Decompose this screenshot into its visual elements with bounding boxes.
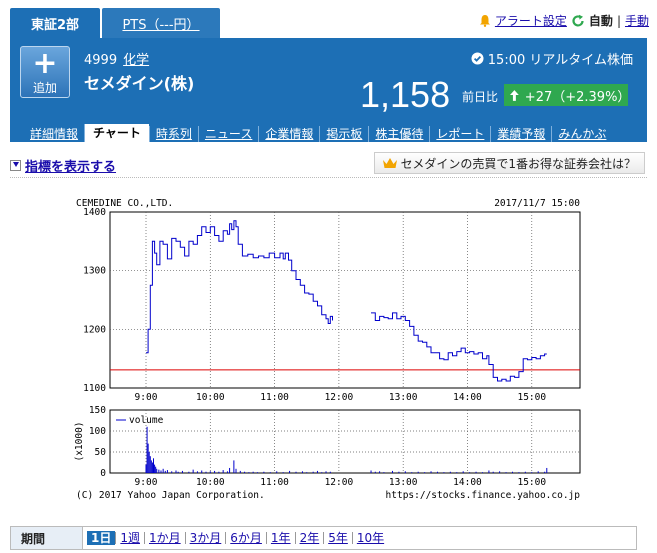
crown-icon xyxy=(382,158,397,168)
volume-x-tick-label: 10:00 xyxy=(196,477,225,488)
expand-icon xyxy=(10,160,21,171)
price-x-tick-label: 13:00 xyxy=(389,392,418,403)
subnav-item-0[interactable]: 詳細情報 xyxy=(30,127,79,141)
volume-tick-label: 50 xyxy=(95,447,107,458)
subnav-item-1[interactable]: チャート xyxy=(84,124,149,142)
price-x-tick-label: 10:00 xyxy=(196,392,225,403)
subnav-item-9[interactable]: みんかぶ xyxy=(551,126,612,142)
price-tick-label: 1400 xyxy=(83,207,106,218)
broker-promo-label: セメダインの売買で1番お得な証券会社は？ xyxy=(400,156,636,171)
period-option-0[interactable]: 1日 xyxy=(87,531,116,545)
sub-navigation: 詳細情報 チャート 時系列 ニュース 企業情報 掲示板 株主優待 レポート 業績予報 みんかぶ xyxy=(24,124,612,142)
manual-refresh-link[interactable]: 手動 xyxy=(624,14,649,28)
price-line-morning xyxy=(146,220,333,354)
company-name: セメダイン(株) xyxy=(84,74,195,93)
show-indicators-label: 指標を表示する xyxy=(25,160,117,175)
auto-refresh-label[interactable]: 自動 xyxy=(588,14,613,28)
price-change-text: +27（+2.39%） xyxy=(524,89,631,105)
prev-day-label: 前日比 xyxy=(462,90,499,104)
subnav-item-3[interactable]: ニュース xyxy=(197,126,258,142)
price-x-tick-label: 12:00 xyxy=(325,392,354,403)
price-tick-label: 1200 xyxy=(83,324,106,335)
alert-setting-link[interactable]: アラート設定 xyxy=(494,14,567,28)
period-option-8[interactable]: 10年 xyxy=(351,532,388,544)
price-line-afternoon xyxy=(371,312,547,382)
volume-x-tick-label: 15:00 xyxy=(517,477,546,488)
subnav-item-6[interactable]: 株主優待 xyxy=(368,126,429,142)
chart-title-right: 2017/11/7 15:00 xyxy=(494,198,580,209)
broker-promo-button[interactable]: セメダインの売買で1番お得な証券会社は？ xyxy=(373,152,645,174)
price-tick-label: 1100 xyxy=(83,383,106,394)
current-price: 1,158 xyxy=(360,74,451,115)
tab-pts-label: PTS（---円） xyxy=(122,17,200,33)
subnav-item-5[interactable]: 掲示板 xyxy=(319,126,368,142)
period-option-4[interactable]: 6か月 xyxy=(225,532,266,544)
plus-icon: + xyxy=(32,46,58,81)
price-x-tick-label: 14:00 xyxy=(453,392,482,403)
stock-code: 4999 xyxy=(84,53,118,68)
subnav-item-7[interactable]: レポート xyxy=(429,126,490,142)
volume-panel-frame xyxy=(109,409,581,474)
price-panel-frame xyxy=(109,211,581,389)
realtime-text: 15:00 リアルタイム株価 xyxy=(487,53,633,68)
separator: | xyxy=(616,13,621,28)
tab-pts[interactable]: PTS（---円） xyxy=(102,8,220,38)
realtime-label: 15:00 リアルタイム株価 xyxy=(471,49,633,68)
indicator-row: 指標を表示する セメダインの売買で1番お得な証券会社は？ xyxy=(10,152,647,178)
price-tick-label: 1300 xyxy=(83,266,106,277)
period-option-1[interactable]: 1週 xyxy=(115,532,144,544)
price-x-tick-label: 15:00 xyxy=(517,392,546,403)
volume-x-tick-label: 13:00 xyxy=(389,477,418,488)
clock-icon xyxy=(471,52,484,65)
period-title: 期間 xyxy=(11,527,83,549)
chart-source: https://stocks.finance.yahoo.co.jp xyxy=(386,490,581,501)
subnav-item-8[interactable]: 業績予報 xyxy=(490,126,551,142)
volume-tick-label: 100 xyxy=(89,426,106,437)
period-option-3[interactable]: 3か月 xyxy=(184,532,226,544)
period-selector: 期間 1日 1週 1か月 3か月 6か月 1年 2年 5年 10年 xyxy=(10,526,637,550)
volume-x-tick-label: 11:00 xyxy=(260,477,289,488)
top-tabs: 東証2部 PTS（---円） アラート設定 自動 | 手動 xyxy=(0,0,657,38)
price-x-tick-label: 9:00 xyxy=(135,392,158,403)
period-option-6[interactable]: 2年 xyxy=(294,532,324,544)
volume-y-label: (x1000) xyxy=(74,421,85,461)
volume-tick-label: 150 xyxy=(89,405,106,416)
add-portfolio-button[interactable]: + 追加 xyxy=(20,46,70,98)
subnav-item-2[interactable]: 時系列 xyxy=(148,126,198,142)
volume-tick-label: 0 xyxy=(100,468,106,479)
add-label: 追加 xyxy=(32,81,57,95)
volume-x-tick-label: 12:00 xyxy=(325,477,354,488)
subnav-item-4[interactable]: 企業情報 xyxy=(258,126,319,142)
sector-link[interactable]: 化学 xyxy=(123,53,150,68)
refresh-icon xyxy=(572,14,584,27)
price-x-tick-label: 11:00 xyxy=(260,392,289,403)
price-chart: CEMEDINE CO.,LTD. 2017/11/7 15:00 1400 1300… xyxy=(74,198,581,501)
tab-market[interactable]: 東証2部 xyxy=(10,8,100,38)
top-links: アラート設定 自動 | 手動 xyxy=(479,12,649,29)
bell-icon xyxy=(479,15,490,27)
volume-legend-label: volume xyxy=(129,415,164,426)
chart-title-left: CEMEDINE CO.,LTD. xyxy=(76,198,173,209)
stock-header-panel: + 追加 4999 化学 セメダイン(株) 15:00 リアルタイム株価 1,15… xyxy=(10,38,647,142)
volume-x-tick-label: 14:00 xyxy=(453,477,482,488)
period-option-7[interactable]: 5年 xyxy=(323,532,352,544)
show-indicators-link[interactable]: 指標を表示する xyxy=(10,156,116,175)
arrow-up-icon xyxy=(510,89,519,101)
price-change-badge: +27（+2.39%） xyxy=(504,84,631,106)
volume-x-tick-label: 9:00 xyxy=(135,477,158,488)
period-option-2[interactable]: 1か月 xyxy=(144,532,185,544)
chart-copyright: (C) 2017 Yahoo Japan Corporation. xyxy=(76,490,265,501)
stock-code-row: 4999 化学 xyxy=(84,49,149,68)
period-options: 1日 1週 1か月 3か月 6か月 1年 2年 5年 10年 xyxy=(83,531,388,545)
period-option-5[interactable]: 1年 xyxy=(265,532,295,544)
